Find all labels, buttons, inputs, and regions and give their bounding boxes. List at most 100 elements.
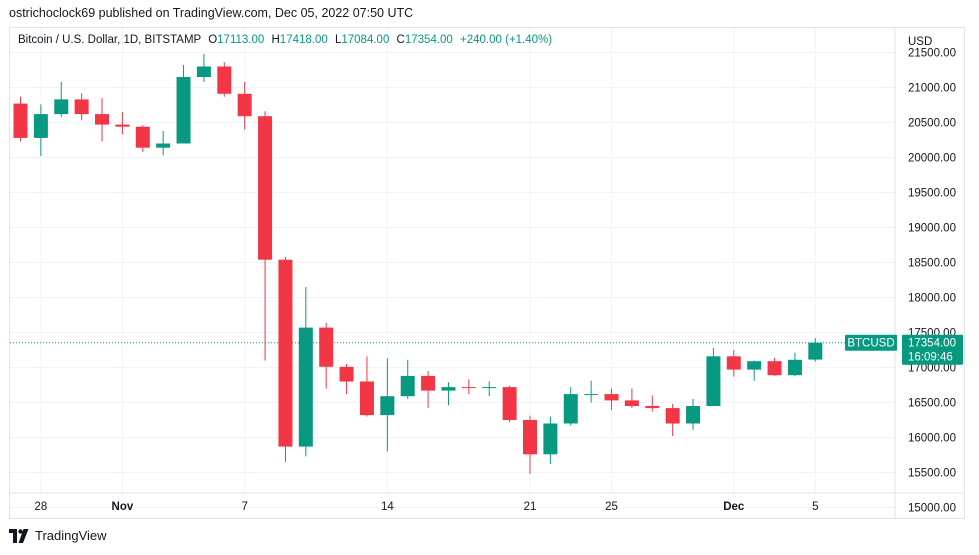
candle-20[interactable] xyxy=(421,371,436,409)
candle-body xyxy=(339,366,354,382)
candle-11[interactable] xyxy=(237,81,252,130)
y-tick-label-0: 15000.00 xyxy=(908,503,956,515)
candle-2[interactable] xyxy=(54,81,69,117)
candle-13[interactable] xyxy=(278,256,293,462)
candle-34[interactable] xyxy=(706,347,721,406)
candle-body xyxy=(115,124,130,127)
x-tick-label-2: 7 xyxy=(241,501,247,513)
candle-27[interactable] xyxy=(563,387,578,426)
publisher-line: ostrichoclock69 published on TradingView… xyxy=(9,6,414,20)
close-value: 17354.00 xyxy=(404,34,453,46)
candle-body xyxy=(543,423,558,455)
candle-21[interactable] xyxy=(441,382,456,406)
y-tick-label-11: 20500.00 xyxy=(908,118,956,130)
candle-body xyxy=(135,126,150,148)
candle-body xyxy=(95,114,110,125)
candle-24[interactable] xyxy=(502,385,517,423)
candle-body xyxy=(523,420,537,455)
candle-9[interactable] xyxy=(196,53,211,82)
close-label: C xyxy=(396,34,405,46)
candle-26[interactable] xyxy=(543,416,558,465)
chart-frame xyxy=(9,27,965,519)
low-label: L xyxy=(334,34,342,46)
candle-32[interactable] xyxy=(665,403,680,437)
price-tag-bg xyxy=(902,334,963,365)
x-tick-label-6: Dec xyxy=(723,501,745,513)
candle-6[interactable] xyxy=(135,125,150,152)
candle-0[interactable] xyxy=(13,96,28,142)
candle-16[interactable] xyxy=(339,364,354,395)
candle-4[interactable] xyxy=(95,98,110,142)
candle-body xyxy=(645,406,660,409)
candle-body xyxy=(421,375,436,391)
candle-14[interactable] xyxy=(298,287,313,457)
high-value: 17418.00 xyxy=(279,34,328,46)
candle-body xyxy=(624,400,639,406)
bar-countdown-tag: 16:09:46 xyxy=(908,352,953,364)
ohlc-legend: Bitcoin / U.S. Dollar, 1D, BITSTAMP O171… xyxy=(18,34,552,46)
candle-22[interactable] xyxy=(461,379,476,395)
candle-39[interactable] xyxy=(808,338,823,362)
candle-body xyxy=(482,387,497,389)
candle-body xyxy=(258,116,273,260)
candle-body xyxy=(665,408,680,424)
candle-30[interactable] xyxy=(624,388,639,409)
candle-body xyxy=(13,103,28,138)
y-tick-label-12: 21000.00 xyxy=(908,83,956,95)
candle-19[interactable] xyxy=(400,359,415,399)
candle-body xyxy=(156,143,171,148)
candle-body xyxy=(217,66,232,94)
x-tick-label-4: 21 xyxy=(524,501,537,513)
grid-layer xyxy=(10,28,895,508)
y-tick-label-8: 19000.00 xyxy=(908,223,956,235)
y-axis-currency-label: USD xyxy=(908,36,932,48)
last-price-tag: 17354.00 xyxy=(908,338,956,350)
candle-body xyxy=(176,77,191,144)
y-tick-label-1: 15500.00 xyxy=(908,468,956,480)
candle-body xyxy=(502,387,517,420)
open-value: 17113.00 xyxy=(217,34,265,46)
candle-23[interactable] xyxy=(482,381,497,397)
open-label: O xyxy=(208,34,218,46)
y-tick-label-13: 21500.00 xyxy=(908,48,956,60)
candle-36[interactable] xyxy=(747,360,762,381)
candle-18[interactable] xyxy=(380,358,395,452)
footer-brand[interactable]: TradingView xyxy=(9,528,107,543)
candle-28[interactable] xyxy=(584,380,599,403)
candle-7[interactable] xyxy=(156,130,171,156)
symbol-title[interactable]: Bitcoin / U.S. Dollar, 1D, BITSTAMP xyxy=(18,34,201,46)
candle-body xyxy=(380,396,395,416)
candle-12[interactable] xyxy=(258,111,273,361)
candle-5[interactable] xyxy=(115,112,130,135)
candle-38[interactable] xyxy=(787,352,802,376)
candle-body xyxy=(584,394,599,396)
candle-body xyxy=(686,406,701,424)
candle-body xyxy=(726,356,741,370)
candle-10[interactable] xyxy=(217,62,232,97)
candle-8[interactable] xyxy=(176,65,191,144)
candle-body xyxy=(441,387,456,391)
price-label-layer: BTCUSD 17354.00 16:09:46 xyxy=(845,334,963,365)
candle-body xyxy=(808,342,823,360)
candle-1[interactable] xyxy=(33,104,48,157)
candle-17[interactable] xyxy=(359,356,374,417)
symbol-tag-bg xyxy=(845,334,897,351)
candle-35[interactable] xyxy=(726,350,741,377)
candle-3[interactable] xyxy=(74,93,89,121)
candle-31[interactable] xyxy=(645,395,660,412)
candle-25[interactable] xyxy=(523,415,537,474)
candle-33[interactable] xyxy=(686,399,701,430)
candle-37[interactable] xyxy=(767,357,782,376)
x-tick-label-0: 28 xyxy=(34,501,47,513)
tradingview-logo-icon xyxy=(9,528,29,543)
low-value: 17084.00 xyxy=(341,34,390,46)
candle-15[interactable] xyxy=(319,322,334,389)
x-tick-label-1: Nov xyxy=(112,501,134,513)
candle-body xyxy=(706,356,721,406)
candle-29[interactable] xyxy=(604,388,619,411)
candle-body xyxy=(461,387,476,389)
candle-body xyxy=(196,66,211,77)
y-tick-label-6: 18000.00 xyxy=(908,293,956,305)
y-tick-label-4: 17000.00 xyxy=(908,363,956,375)
